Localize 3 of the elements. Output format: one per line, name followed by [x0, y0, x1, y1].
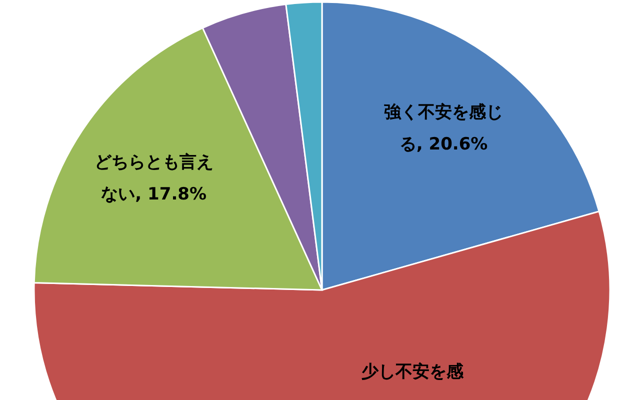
slice-label: 少し不安を感 — [360, 360, 464, 384]
slice-label: 強く不安を感じる, 20.6% — [383, 102, 504, 158]
slice-label: どちらとも言えない, 17.8% — [93, 151, 214, 207]
